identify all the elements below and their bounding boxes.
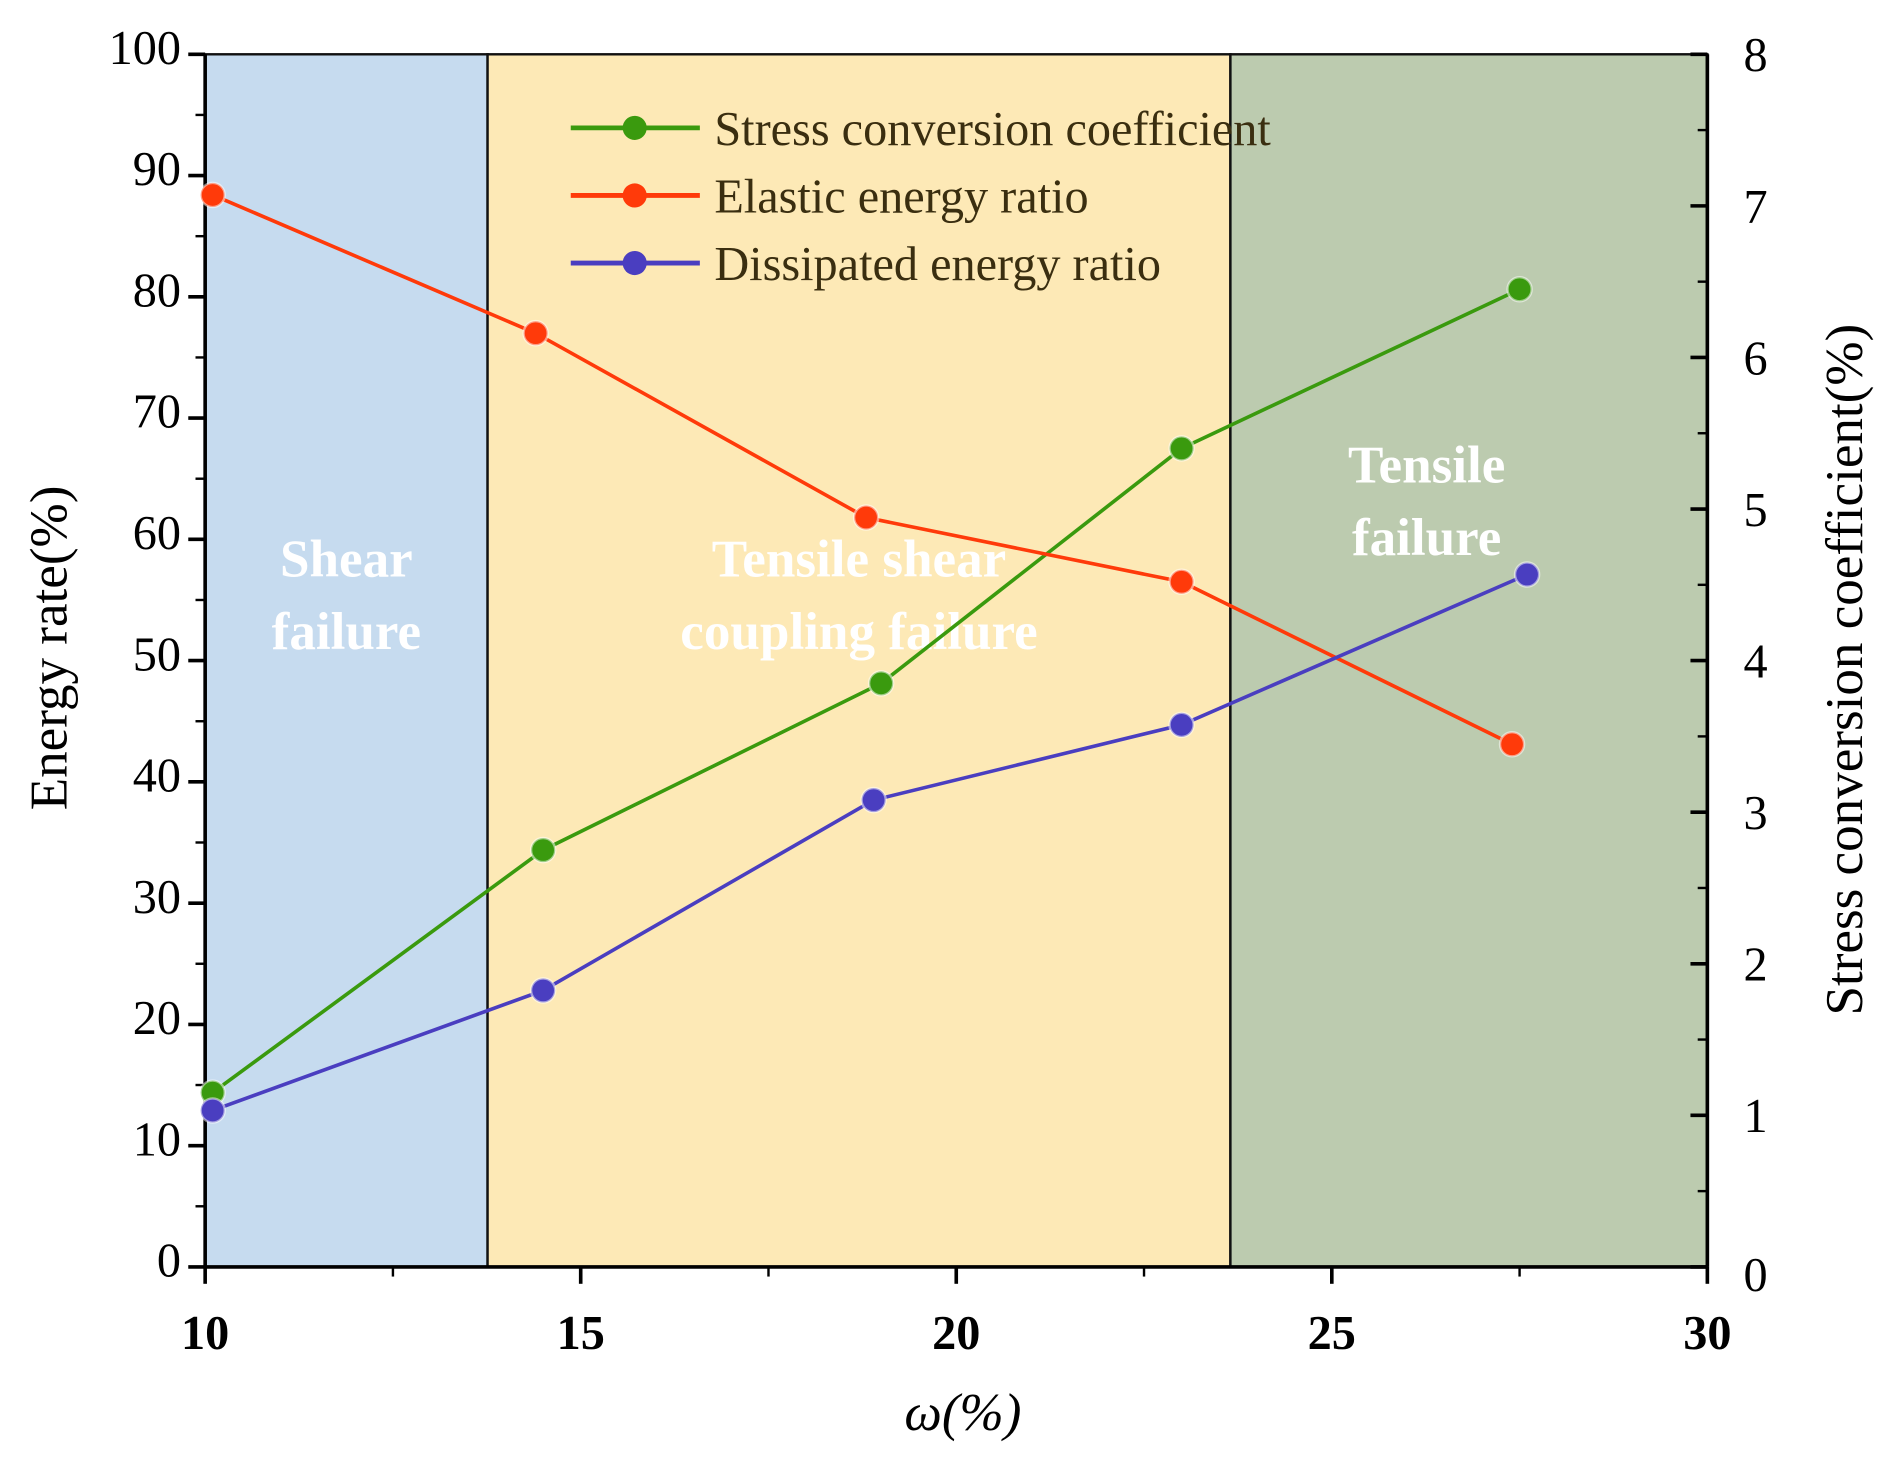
y2-tick-label: 3: [1744, 787, 1768, 840]
dissipated-energy-ratio-point: [860, 786, 887, 814]
y2-tick-label: 0: [1744, 1249, 1768, 1302]
legend-label: Stress conversion coefficient: [714, 103, 1271, 156]
region-label: Tensile: [1348, 437, 1505, 495]
legend-marker: [622, 250, 647, 276]
region-label: Shear: [280, 531, 413, 589]
region-label: failure: [272, 603, 421, 661]
y2-tick-label: 6: [1744, 332, 1768, 385]
y-tick-label: 90: [133, 143, 181, 196]
axes: 10 15 20 25 30010203040506070809010001234567…: [109, 22, 1768, 1360]
legend-marker: [622, 115, 647, 140]
stress-conversion-coefficient-point: [1506, 275, 1533, 303]
region-label: failure: [1352, 509, 1501, 567]
elastic-energy-ratio-point: [1168, 568, 1195, 596]
y-tick-label: 0: [157, 1235, 181, 1288]
x-tick-label: 30: [1683, 1307, 1731, 1360]
y-tick-label: 100: [109, 22, 181, 75]
elastic-energy-ratio-point: [199, 181, 226, 209]
failure-regions: Shear failure Tensile shear coupling failur…: [203, 53, 1709, 1269]
y-tick-label: 60: [133, 507, 181, 560]
region-label: Tensile shear: [712, 531, 1006, 589]
y2-tick-label: 4: [1744, 635, 1768, 688]
elastic-energy-ratio-point: [522, 319, 549, 347]
y2-tick-label: 8: [1744, 29, 1768, 82]
y-tick-label: 70: [133, 386, 181, 439]
y-tick-label: 30: [133, 871, 181, 924]
x-tick-label: 25: [1308, 1307, 1356, 1360]
y-tick-label: 80: [133, 264, 181, 317]
region-label: coupling failure: [680, 603, 1037, 661]
region-2: [1229, 53, 1709, 1269]
dissipated-energy-ratio-point: [1168, 711, 1195, 739]
dissipated-energy-ratio-point: [1513, 561, 1541, 588]
y-tick-label: 20: [133, 992, 181, 1045]
dissipated-energy-ratio-point: [529, 977, 557, 1004]
x-tick-label: 20: [932, 1307, 980, 1360]
y-axis-label: Energy rate(%): [20, 486, 78, 811]
x-axis-label: ω(%): [904, 1384, 1021, 1442]
region-1: [486, 53, 1232, 1269]
y2-tick-label: 7: [1744, 181, 1768, 234]
stress-conversion-coefficient-point: [1168, 435, 1195, 462]
y-tick-label: 50: [133, 628, 181, 681]
y2-tick-label: 1: [1744, 1090, 1768, 1143]
elastic-energy-ratio-point: [1498, 731, 1526, 758]
legend-label: Dissipated energy ratio: [714, 238, 1161, 291]
elastic-energy-ratio-point: [852, 504, 880, 531]
stress-conversion-coefficient-point: [867, 670, 895, 697]
y2-axis-label: Stress conversion coefficient(%): [1816, 324, 1874, 1016]
dissipated-energy-ratio-point: [199, 1097, 226, 1124]
y-tick-label: 10: [133, 1113, 181, 1166]
x-tick-label: 15: [557, 1307, 605, 1360]
stress-conversion-coefficient-point: [529, 836, 557, 864]
legend: Stress conversion coefficient Elastic ene…: [570, 103, 1271, 291]
legend-marker: [622, 183, 647, 208]
legend-label: Elastic energy ratio: [714, 170, 1088, 223]
y2-tick-label: 2: [1744, 939, 1768, 992]
y-tick-label: 40: [133, 750, 181, 803]
y2-tick-label: 5: [1744, 484, 1768, 537]
x-tick-label: 10: [181, 1307, 229, 1360]
series-layer: [199, 181, 1541, 1124]
